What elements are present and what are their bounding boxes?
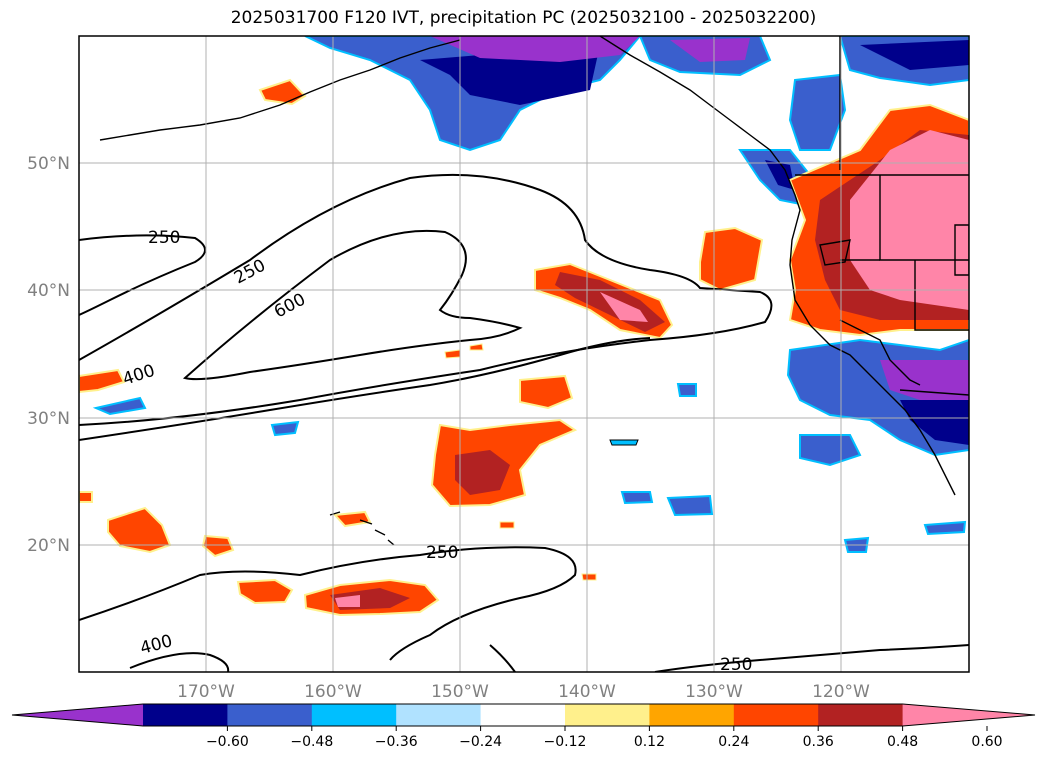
lon-tick-label: 170°W [177, 682, 235, 702]
lat-tick-label: 30°N [27, 409, 70, 429]
lon-tick-label: 160°W [304, 682, 362, 702]
colorbar-outline [11, 703, 1036, 727]
lon-tick-label: 130°W [685, 682, 743, 702]
lat-tick-label: 40°N [27, 281, 70, 301]
contour-label: 250 [148, 228, 180, 248]
colorbar-tick-label: 0.12 [634, 734, 665, 750]
lon-tick-labels: 170°W 160°W 150°W 140°W 130°W 120°W [177, 682, 870, 702]
contour-label: 250 [426, 543, 458, 563]
colorbar-segment [396, 704, 482, 726]
colorbar-segment [818, 704, 904, 726]
colorbar-segment [649, 704, 735, 726]
lon-tick-label: 140°W [558, 682, 616, 702]
lon-tick-label: 120°W [812, 682, 870, 702]
colorbar-extend-high [902, 704, 1035, 726]
gridlines [79, 36, 969, 672]
contour-label: 250 [720, 655, 752, 675]
colorbar-segment [733, 704, 819, 726]
colorbar: −0.60 −0.48 −0.36 −0.24 −0.12 0.12 0.24 0.36 0.4… [11, 703, 1036, 750]
negative-anomaly-fields [92, 36, 969, 553]
coastlines [99, 36, 969, 546]
colorbar-tick-label: 0.60 [971, 734, 1002, 750]
colorbar-tick-label: −0.24 [459, 734, 502, 750]
colorbar-tick-label: −0.36 [375, 734, 418, 750]
colorbar-tick-label: −0.60 [206, 734, 249, 750]
colorbar-segment [311, 704, 397, 726]
colorbar-tick-label: 0.36 [803, 734, 834, 750]
ivt-contours [79, 173, 969, 672]
colorbar-segment [143, 704, 228, 726]
colorbar-segment [227, 704, 313, 726]
lat-tick-label: 50°N [27, 154, 70, 174]
map-frame [78, 35, 970, 673]
map-title: 2025031700 F120 IVT, precipitation PC (2… [230, 8, 817, 28]
lon-tick-label: 150°W [431, 682, 489, 702]
colorbar-tick-label: −0.48 [290, 734, 333, 750]
colorbar-tick-label: 0.48 [887, 734, 918, 750]
colorbar-segment [480, 704, 566, 726]
colorbar-extend-low [12, 704, 143, 726]
lat-tick-label: 20°N [27, 536, 70, 556]
colorbar-tick-label: 0.24 [718, 734, 749, 750]
lat-tick-labels: 50°N 40°N 30°N 20°N [27, 154, 70, 556]
colorbar-segment [565, 704, 650, 726]
map-area: 250 250 600 400 250 400 250 [79, 36, 969, 675]
colorbar-tick-label: −0.12 [544, 734, 587, 750]
